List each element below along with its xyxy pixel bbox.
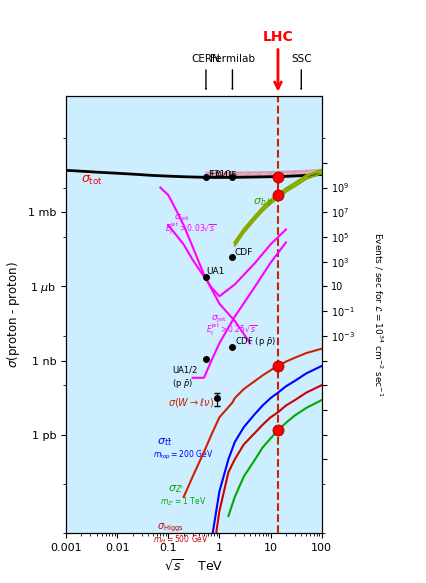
Text: $\sigma(W\rightarrow \ell\nu)$: $\sigma(W\rightarrow \ell\nu)$ — [168, 396, 214, 409]
Text: Fermilab: Fermilab — [210, 54, 255, 64]
Text: $\sigma_\mathrm{jet}$: $\sigma_\mathrm{jet}$ — [211, 314, 227, 325]
Text: $\sigma_\mathrm{tot}$: $\sigma_\mathrm{tot}$ — [81, 174, 104, 187]
X-axis label: $\sqrt{s}$    TeV: $\sqrt{s}$ TeV — [164, 559, 224, 574]
Text: $\sigma_{Z^\prime}$: $\sigma_{Z^\prime}$ — [168, 483, 184, 496]
Text: $\sigma_{t\bar{t}}$: $\sigma_{t\bar{t}}$ — [157, 437, 172, 448]
Text: CDF (p $\bar{p}$): CDF (p $\bar{p}$) — [235, 335, 276, 349]
Text: $m_{Z^\prime}=1$ TeV: $m_{Z^\prime}=1$ TeV — [160, 496, 207, 508]
Text: SSC: SSC — [291, 54, 311, 64]
Text: UA4/5: UA4/5 — [210, 171, 237, 180]
Y-axis label: Events / sec for $\mathcal{L} = 10^{34}$ cm$^{-2}$ sec$^{-1}$: Events / sec for $\mathcal{L} = 10^{34}$… — [372, 233, 384, 397]
Text: UA1/2
(p $\bar{p}$): UA1/2 (p $\bar{p}$) — [173, 366, 198, 390]
Text: E710: E710 — [208, 170, 231, 179]
Text: $m_H=500$ GeV: $m_H=500$ GeV — [153, 533, 209, 546]
Text: $m_\mathrm{top}=200$ GeV: $m_\mathrm{top}=200$ GeV — [153, 449, 213, 462]
Text: CERN: CERN — [192, 54, 220, 64]
Text: $E_t^\mathrm{jet}$$>0.25\sqrt{s}$: $E_t^\mathrm{jet}$$>0.25\sqrt{s}$ — [206, 322, 257, 338]
Y-axis label: $\sigma$(proton - proton): $\sigma$(proton - proton) — [6, 261, 23, 368]
Text: $E_t^\mathrm{jet}$$>0.03\sqrt{s}$: $E_t^\mathrm{jet}$$>0.03\sqrt{s}$ — [165, 221, 216, 237]
Text: CDF: CDF — [235, 248, 253, 257]
Text: $\sigma_\mathrm{Higgs}$: $\sigma_\mathrm{Higgs}$ — [157, 522, 184, 534]
Text: LHC: LHC — [262, 30, 294, 44]
Text: $\sigma_{b\,b}$: $\sigma_{b\,b}$ — [253, 196, 273, 208]
Text: $\sigma_\mathrm{jet}$: $\sigma_\mathrm{jet}$ — [174, 213, 190, 224]
Text: UA1: UA1 — [206, 267, 225, 276]
